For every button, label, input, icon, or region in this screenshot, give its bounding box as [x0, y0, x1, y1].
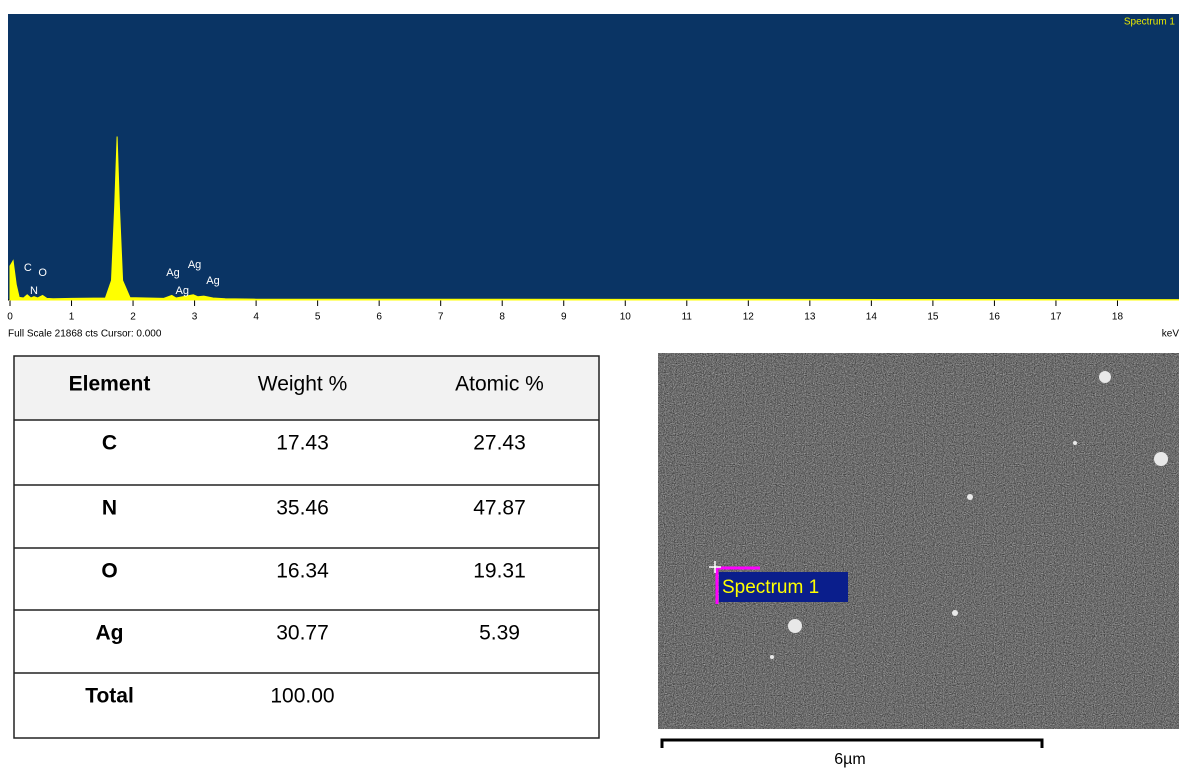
x-tick-label: 4 — [253, 312, 259, 323]
x-tick-label: 18 — [1112, 312, 1124, 323]
table-cell: O — [101, 560, 117, 583]
table-border — [13, 355, 600, 739]
peak-label: Ag — [176, 285, 189, 297]
table-cell: N — [102, 497, 117, 520]
x-tick-label: 0 — [7, 312, 13, 323]
x-tick-label: 2 — [130, 312, 136, 323]
table: Element Weight % Atomic % C 17.43 27.43 N 35.46… — [14, 373, 599, 708]
peak-label: Ag — [188, 259, 201, 271]
spectrum-title: Spectrum 1 — [1124, 17, 1176, 28]
table-header: Atomic % — [455, 373, 544, 396]
table-cell: 35.46 — [276, 497, 329, 520]
x-tick-label: 15 — [927, 312, 939, 323]
x-tick-label: 6 — [376, 312, 382, 323]
table-header-bg — [14, 356, 599, 420]
spectrum-label: Spectrum 1 — [722, 577, 819, 598]
table-cell: 27.43 — [473, 432, 526, 455]
status-text: Full Scale 21868 cts Cursor: 0.000 — [8, 329, 162, 340]
spectrum-label-box — [719, 572, 848, 602]
table-cell: 47.87 — [473, 497, 526, 520]
x-tick-label: 10 — [620, 312, 632, 323]
x-tick-label: 9 — [561, 312, 567, 323]
sem-noise — [658, 353, 1179, 729]
x-axis-label: keV — [1162, 329, 1179, 340]
table-header: Weight % — [258, 373, 348, 396]
x-tick-label: 8 — [499, 312, 505, 323]
table-cell: 19.31 — [473, 560, 526, 583]
table-cell: Total — [85, 685, 134, 708]
x-tick-label: 14 — [866, 312, 878, 323]
scale-bar — [660, 738, 1044, 748]
x-tick-label: 13 — [804, 312, 816, 323]
table-cell: 100.00 — [270, 685, 334, 708]
cursor-cross — [709, 561, 721, 573]
table-cell: Ag — [96, 622, 124, 645]
plot-area — [8, 14, 1179, 300]
x-tick-label: 7 — [438, 312, 444, 323]
x-tick-label: 12 — [743, 312, 755, 323]
scale-bar-label: 6µm — [834, 751, 865, 768]
table-cell: 16.34 — [276, 560, 329, 583]
x-tick-label: 5 — [315, 312, 321, 323]
x-tick-label: 16 — [989, 312, 1001, 323]
peak-label: C — [24, 262, 32, 274]
particles — [770, 371, 1168, 659]
spectrum — [9, 136, 1179, 301]
peak-label: Ag — [166, 267, 179, 279]
x-tick-label: 11 — [682, 312, 693, 323]
x-tick-label: 17 — [1050, 312, 1062, 323]
x-tick-label: 3 — [192, 312, 198, 323]
table-cell: 5.39 — [479, 622, 520, 645]
table-header: Element — [69, 373, 151, 396]
x-tick-label: 1 — [69, 312, 75, 323]
peak-label: N — [30, 285, 38, 297]
peak-label: Ag — [206, 275, 219, 287]
peak-label: O — [38, 267, 47, 279]
table-cell: C — [102, 432, 117, 455]
table-cell: 30.77 — [276, 622, 329, 645]
table-cell: 17.43 — [276, 432, 329, 455]
